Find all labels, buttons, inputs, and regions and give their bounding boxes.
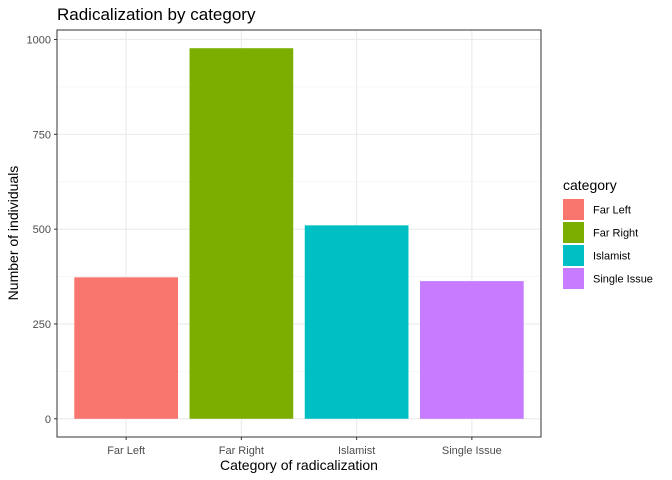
x-tick-label: Far Right (219, 445, 264, 457)
legend-key (563, 222, 584, 243)
y-axis: 0 250 500 750 1000 (27, 34, 57, 426)
bar-far-left (74, 277, 178, 419)
legend-key (563, 245, 584, 266)
legend-title: category (563, 177, 617, 193)
x-tick-label: Far Left (107, 445, 145, 457)
x-tick-label: Islamist (338, 445, 375, 457)
x-axis-title: Category of radicalization (220, 457, 378, 473)
x-tick-label: Single Issue (442, 445, 502, 457)
bar-far-right (189, 48, 294, 419)
y-axis-title: Number of individuals (5, 166, 21, 301)
bar-islamist (304, 225, 409, 419)
bars (74, 48, 524, 419)
x-axis: Far Left Far Right Islamist Single Issue (107, 437, 502, 457)
y-tick-label: 500 (33, 224, 51, 236)
y-tick-label: 250 (33, 319, 51, 331)
legend-label: Islamist (593, 251, 630, 263)
legend-label: Far Left (593, 205, 631, 217)
y-tick-label: 750 (33, 129, 51, 141)
chart-title: Radicalization by category (57, 5, 256, 24)
legend-key (563, 268, 584, 289)
legend-key (563, 199, 584, 220)
legend-label: Far Right (593, 228, 638, 240)
y-tick-label: 0 (45, 414, 51, 426)
legend-items: Far Left Far Right Islamist Single Issue (563, 199, 653, 289)
legend-label: Single Issue (593, 274, 653, 286)
y-tick-label: 1000 (27, 34, 51, 46)
panel-border (56, 29, 542, 438)
legend: category Far Left Far Right Islamist Single… (563, 177, 653, 289)
bar-single-issue (420, 281, 524, 419)
